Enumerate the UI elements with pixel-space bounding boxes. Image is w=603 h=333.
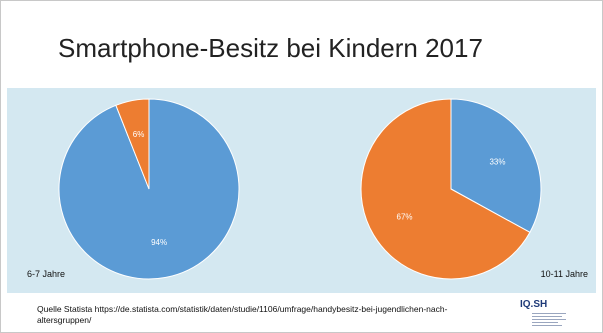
pie-label-6-7: 6-7 Jahre — [27, 269, 66, 279]
slide-title: Smartphone-Besitz bei Kindern 2017 — [58, 33, 483, 63]
pie-1-slice-1-label: 67% — [397, 212, 413, 221]
logo-line — [532, 325, 562, 326]
pie-0-slice-0-label: 94% — [151, 238, 167, 247]
logo-line — [532, 319, 566, 320]
iqsh-logo-icon: IQ.SH — [520, 299, 580, 329]
pie-1-slice-0 — [450, 98, 542, 234]
logo-text: IQ.SH — [520, 299, 548, 310]
pie-charts: 94% 6% 33% 67% — [58, 98, 542, 280]
pie-0-slice-1-label: 6% — [133, 130, 145, 139]
source-note: Quelle Statista https://de.statista.com/… — [37, 304, 448, 325]
pie-label-10-11: 10-11 Jahre — [540, 269, 588, 279]
pie-1-slice-0-label: 33% — [489, 158, 505, 167]
logo-line — [532, 316, 562, 317]
pie-1-slice-1 — [360, 98, 531, 280]
logo-line — [532, 322, 558, 323]
logo-line — [532, 313, 566, 314]
pie-0-slice-1 — [115, 98, 150, 190]
